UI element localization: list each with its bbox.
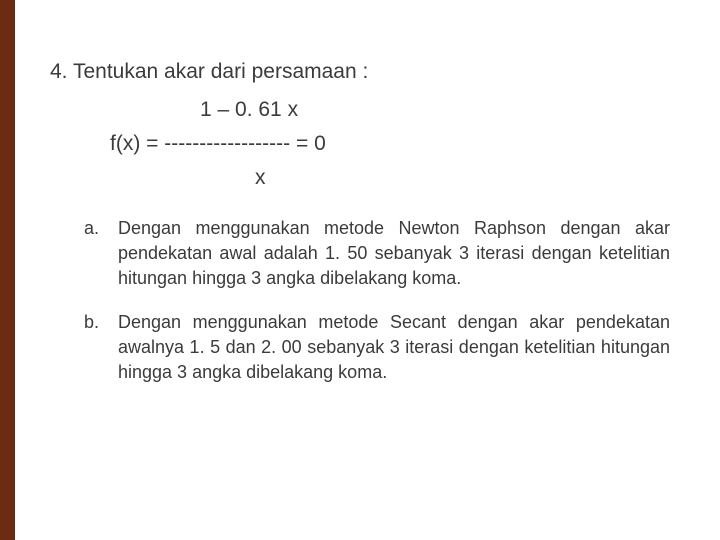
sub-items: a. Dengan menggunakan metode Newton Raph… [84,216,670,385]
equation-denominator: x [255,166,670,190]
problem-number: 4. [50,60,68,83]
list-item: a. Dengan menggunakan metode Newton Raph… [84,216,670,292]
item-label: b. [84,310,104,386]
item-body: Dengan menggunakan metode Secant dengan … [118,310,670,386]
equation-numerator: 1 – 0. 61 x [200,98,670,122]
accent-bar [0,0,15,540]
item-label: a. [84,216,104,292]
equation-line: f(x) = ------------------ = 0 [110,132,670,156]
item-body: Dengan menggunakan metode Newton Raphson… [118,216,670,292]
content-area: 4. Tentukan akar dari persamaan : 1 – 0.… [50,60,670,403]
problem-text: Tentukan akar dari persamaan : [73,60,368,83]
list-item: b. Dengan menggunakan metode Secant deng… [84,310,670,386]
problem-statement: 4. Tentukan akar dari persamaan : [50,60,670,84]
